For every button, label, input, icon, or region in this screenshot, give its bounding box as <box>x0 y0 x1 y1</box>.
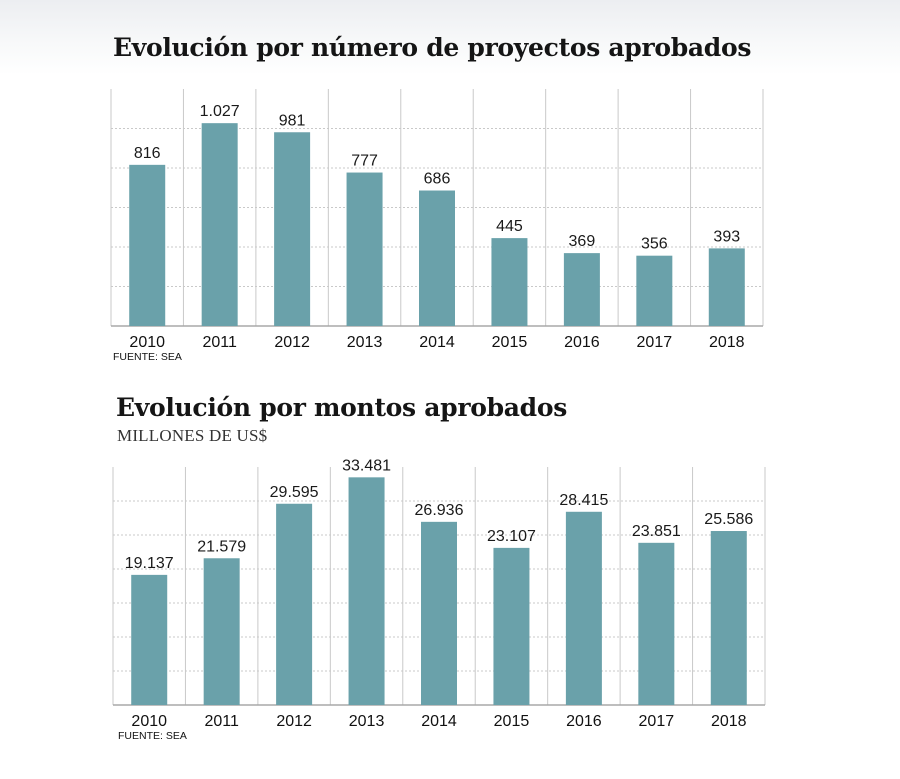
bar-2012 <box>274 132 311 326</box>
data-label-2017: 23.851 <box>632 523 681 540</box>
x-tick-2011: 2011 <box>202 334 237 351</box>
data-label-2013: 777 <box>351 153 378 170</box>
bar-2013 <box>346 172 383 326</box>
bar-2014 <box>421 521 457 705</box>
x-tick-2017: 2017 <box>639 713 675 730</box>
bar-2013 <box>348 477 385 705</box>
data-label-2018: 393 <box>713 228 740 245</box>
chart-2-title: Evolución por montos aprobados <box>116 393 567 422</box>
x-tick-2018: 2018 <box>709 334 745 351</box>
x-tick-2016: 2016 <box>564 334 600 351</box>
bar-2011 <box>203 558 240 705</box>
data-label-2014: 686 <box>424 171 451 188</box>
bar-2018 <box>708 248 745 326</box>
data-label-2011: 21.579 <box>197 538 246 555</box>
chart-2-source: FUENTE: SEA <box>118 730 187 742</box>
chart-1-title: Evolución por número de proyectos aproba… <box>113 33 752 62</box>
bar-2010 <box>129 164 166 326</box>
data-label-2012: 981 <box>279 112 306 129</box>
x-tick-2015: 2015 <box>494 713 530 730</box>
bar-2011 <box>201 123 238 326</box>
data-label-2014: 26.936 <box>415 502 464 519</box>
x-tick-2013: 2013 <box>349 713 385 730</box>
x-tick-2014: 2014 <box>419 334 455 351</box>
bar-2017 <box>638 542 675 705</box>
data-label-2012: 29.595 <box>270 484 319 501</box>
data-label-2016: 28.415 <box>559 492 608 509</box>
bar-2017 <box>636 255 673 326</box>
x-tick-2016: 2016 <box>566 713 602 730</box>
data-label-2015: 23.107 <box>487 528 536 545</box>
data-label-2015: 445 <box>496 218 523 235</box>
x-tick-2011: 2011 <box>204 713 239 730</box>
x-tick-2014: 2014 <box>421 713 457 730</box>
bar-2016 <box>563 253 600 326</box>
bar-2014 <box>419 190 455 326</box>
x-tick-2017: 2017 <box>637 334 673 351</box>
chart-1-source: FUENTE: SEA <box>113 351 182 363</box>
bar-2016 <box>565 511 602 705</box>
x-tick-2018: 2018 <box>711 713 747 730</box>
chart-2-subtitle: MILLONES DE US$ <box>117 426 268 445</box>
data-label-2011: 1.027 <box>200 103 240 120</box>
data-label-2018: 25.586 <box>704 511 753 528</box>
x-tick-2012: 2012 <box>276 713 312 730</box>
data-label-2013: 33.481 <box>342 457 391 474</box>
x-tick-2013: 2013 <box>347 334 383 351</box>
bar-2010 <box>131 574 168 705</box>
x-tick-2010: 2010 <box>131 713 167 730</box>
data-label-2017: 356 <box>641 236 668 253</box>
bar-2012 <box>276 503 313 705</box>
x-tick-2015: 2015 <box>492 334 528 351</box>
bar-2015 <box>493 547 530 705</box>
x-tick-2012: 2012 <box>274 334 310 351</box>
bar-2015 <box>491 238 528 326</box>
x-tick-2010: 2010 <box>129 334 165 351</box>
data-label-2010: 816 <box>134 145 161 162</box>
data-label-2016: 369 <box>569 233 596 250</box>
bar-2018 <box>710 531 747 705</box>
data-label-2010: 19.137 <box>125 555 174 572</box>
